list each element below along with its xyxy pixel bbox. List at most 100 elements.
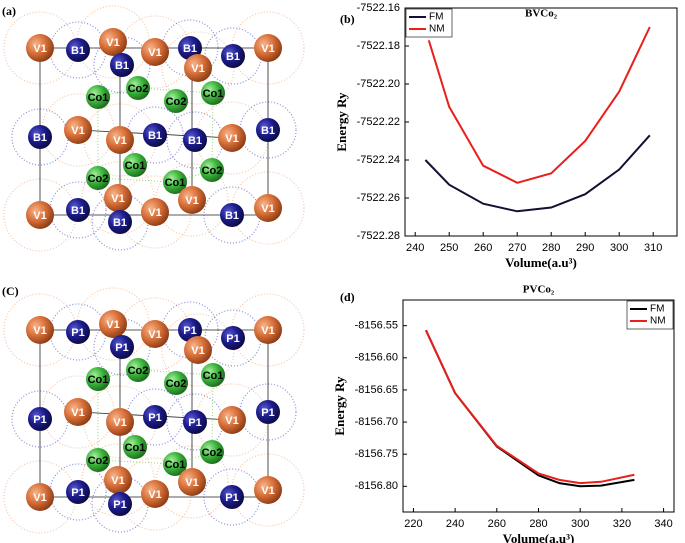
atom [110,53,134,77]
atom [201,81,225,105]
atom [143,123,167,147]
legend-label: NM [650,316,666,327]
atom-halo [231,293,305,367]
atom [66,320,90,344]
atom-label: P1 [226,333,239,345]
atom-label: Co1 [165,177,186,189]
atom-label: Co2 [88,455,109,467]
atom-label: V1 [113,417,126,429]
atom-label: V1 [185,195,198,207]
x-axis-label: Volume(a.u³) [503,531,575,543]
x-tick-label: 320 [613,518,631,530]
atom [86,367,110,391]
atom [218,124,246,152]
atom [164,89,188,113]
y-tick-label: -7522.18 [357,40,400,52]
x-tick-label: 270 [508,242,526,254]
x-tick-label: 240 [406,242,424,254]
atom-label: B1 [188,135,202,147]
structure-panel: (C) V1 P1 V1 V1 P1 V1 P1 V1 P1 Co2 Co1 Co2 Co1 V1 V1 P1… [2,284,305,534]
atom [184,54,212,82]
atom-label: V1 [148,207,161,219]
atom [141,320,169,348]
panel-label: (b) [340,12,355,26]
atom [86,166,110,190]
y-axis-label: Energy Ry [332,376,347,436]
atom [220,485,244,509]
legend-box [405,8,453,38]
atom-label: B1 [33,132,47,144]
atom-label: B1 [71,45,85,57]
atom [200,158,224,182]
atom [126,76,150,100]
atom [178,36,202,60]
atom [64,116,92,144]
x-tick-label: 340 [654,518,672,530]
atom [66,198,90,222]
atom [163,170,187,194]
atom-label: B1 [71,205,85,217]
atom-halo [81,161,155,235]
structure-panel: (a) V1 B1 V1 V1 B1 V1 B1 V1 B1 Co2 Co1 Co2 Co1 V1 V1 B1… [2,4,305,252]
atom-label: V1 [261,325,274,337]
atom [141,480,169,508]
atom [99,28,127,56]
atom-label: Co1 [88,92,109,104]
atom-label: V1 [111,475,124,487]
y-tick-label: -7522.28 [357,230,400,242]
legend-label: NM [429,24,445,35]
y-tick-label: -8156.75 [355,448,398,460]
atom-label: P1 [33,414,46,426]
x-tick-label: 280 [542,242,560,254]
legend-label: FM [650,304,664,315]
atom [254,194,282,222]
panel-label: (a) [2,4,16,18]
atom-label: Co1 [125,442,146,454]
atom [126,358,150,382]
atom-label: V1 [111,193,124,205]
atom-label: V1 [185,477,198,489]
atom [220,203,244,227]
atom-label: V1 [33,492,46,504]
x-tick-label: 240 [446,518,464,530]
y-tick-label: -8156.65 [355,384,398,396]
atom-label: B1 [261,125,275,137]
series-line [425,329,635,488]
series-line [427,26,651,184]
atom [221,326,245,350]
x-tick-label: 290 [576,242,594,254]
atom-label: P1 [261,407,274,419]
atom-label: V1 [148,329,161,341]
atom-halo [155,163,229,237]
atom [184,336,212,364]
atom-label: P1 [71,487,84,499]
panel-label: (C) [2,284,19,298]
atom [26,483,54,511]
atom-label: V1 [33,210,46,222]
atom [218,406,246,434]
atom-label: P1 [113,499,126,511]
x-axis-label: Volume(a.u³) [505,255,577,270]
series-line [424,134,651,213]
atom [141,38,169,66]
atom-halo [155,445,229,519]
atom-label: P1 [148,412,161,424]
atom-label: V1 [33,43,46,55]
atom-label: Co1 [88,374,109,386]
atom-label: Co2 [128,365,149,377]
atom-label: V1 [106,319,119,331]
atom-label: Co1 [203,88,224,100]
x-tick-label: 300 [571,518,589,530]
atom-label: B1 [226,51,240,63]
atom [28,125,52,149]
x-tick-label: 250 [440,242,458,254]
atom-halo [231,11,305,85]
atom [164,371,188,395]
atom-halo [231,171,305,245]
chart-title: PVCo₂ [523,284,555,296]
atom [141,198,169,226]
atom [183,128,207,152]
atom [104,466,132,494]
atom-label: Co2 [166,96,187,108]
legend-box [626,300,674,330]
